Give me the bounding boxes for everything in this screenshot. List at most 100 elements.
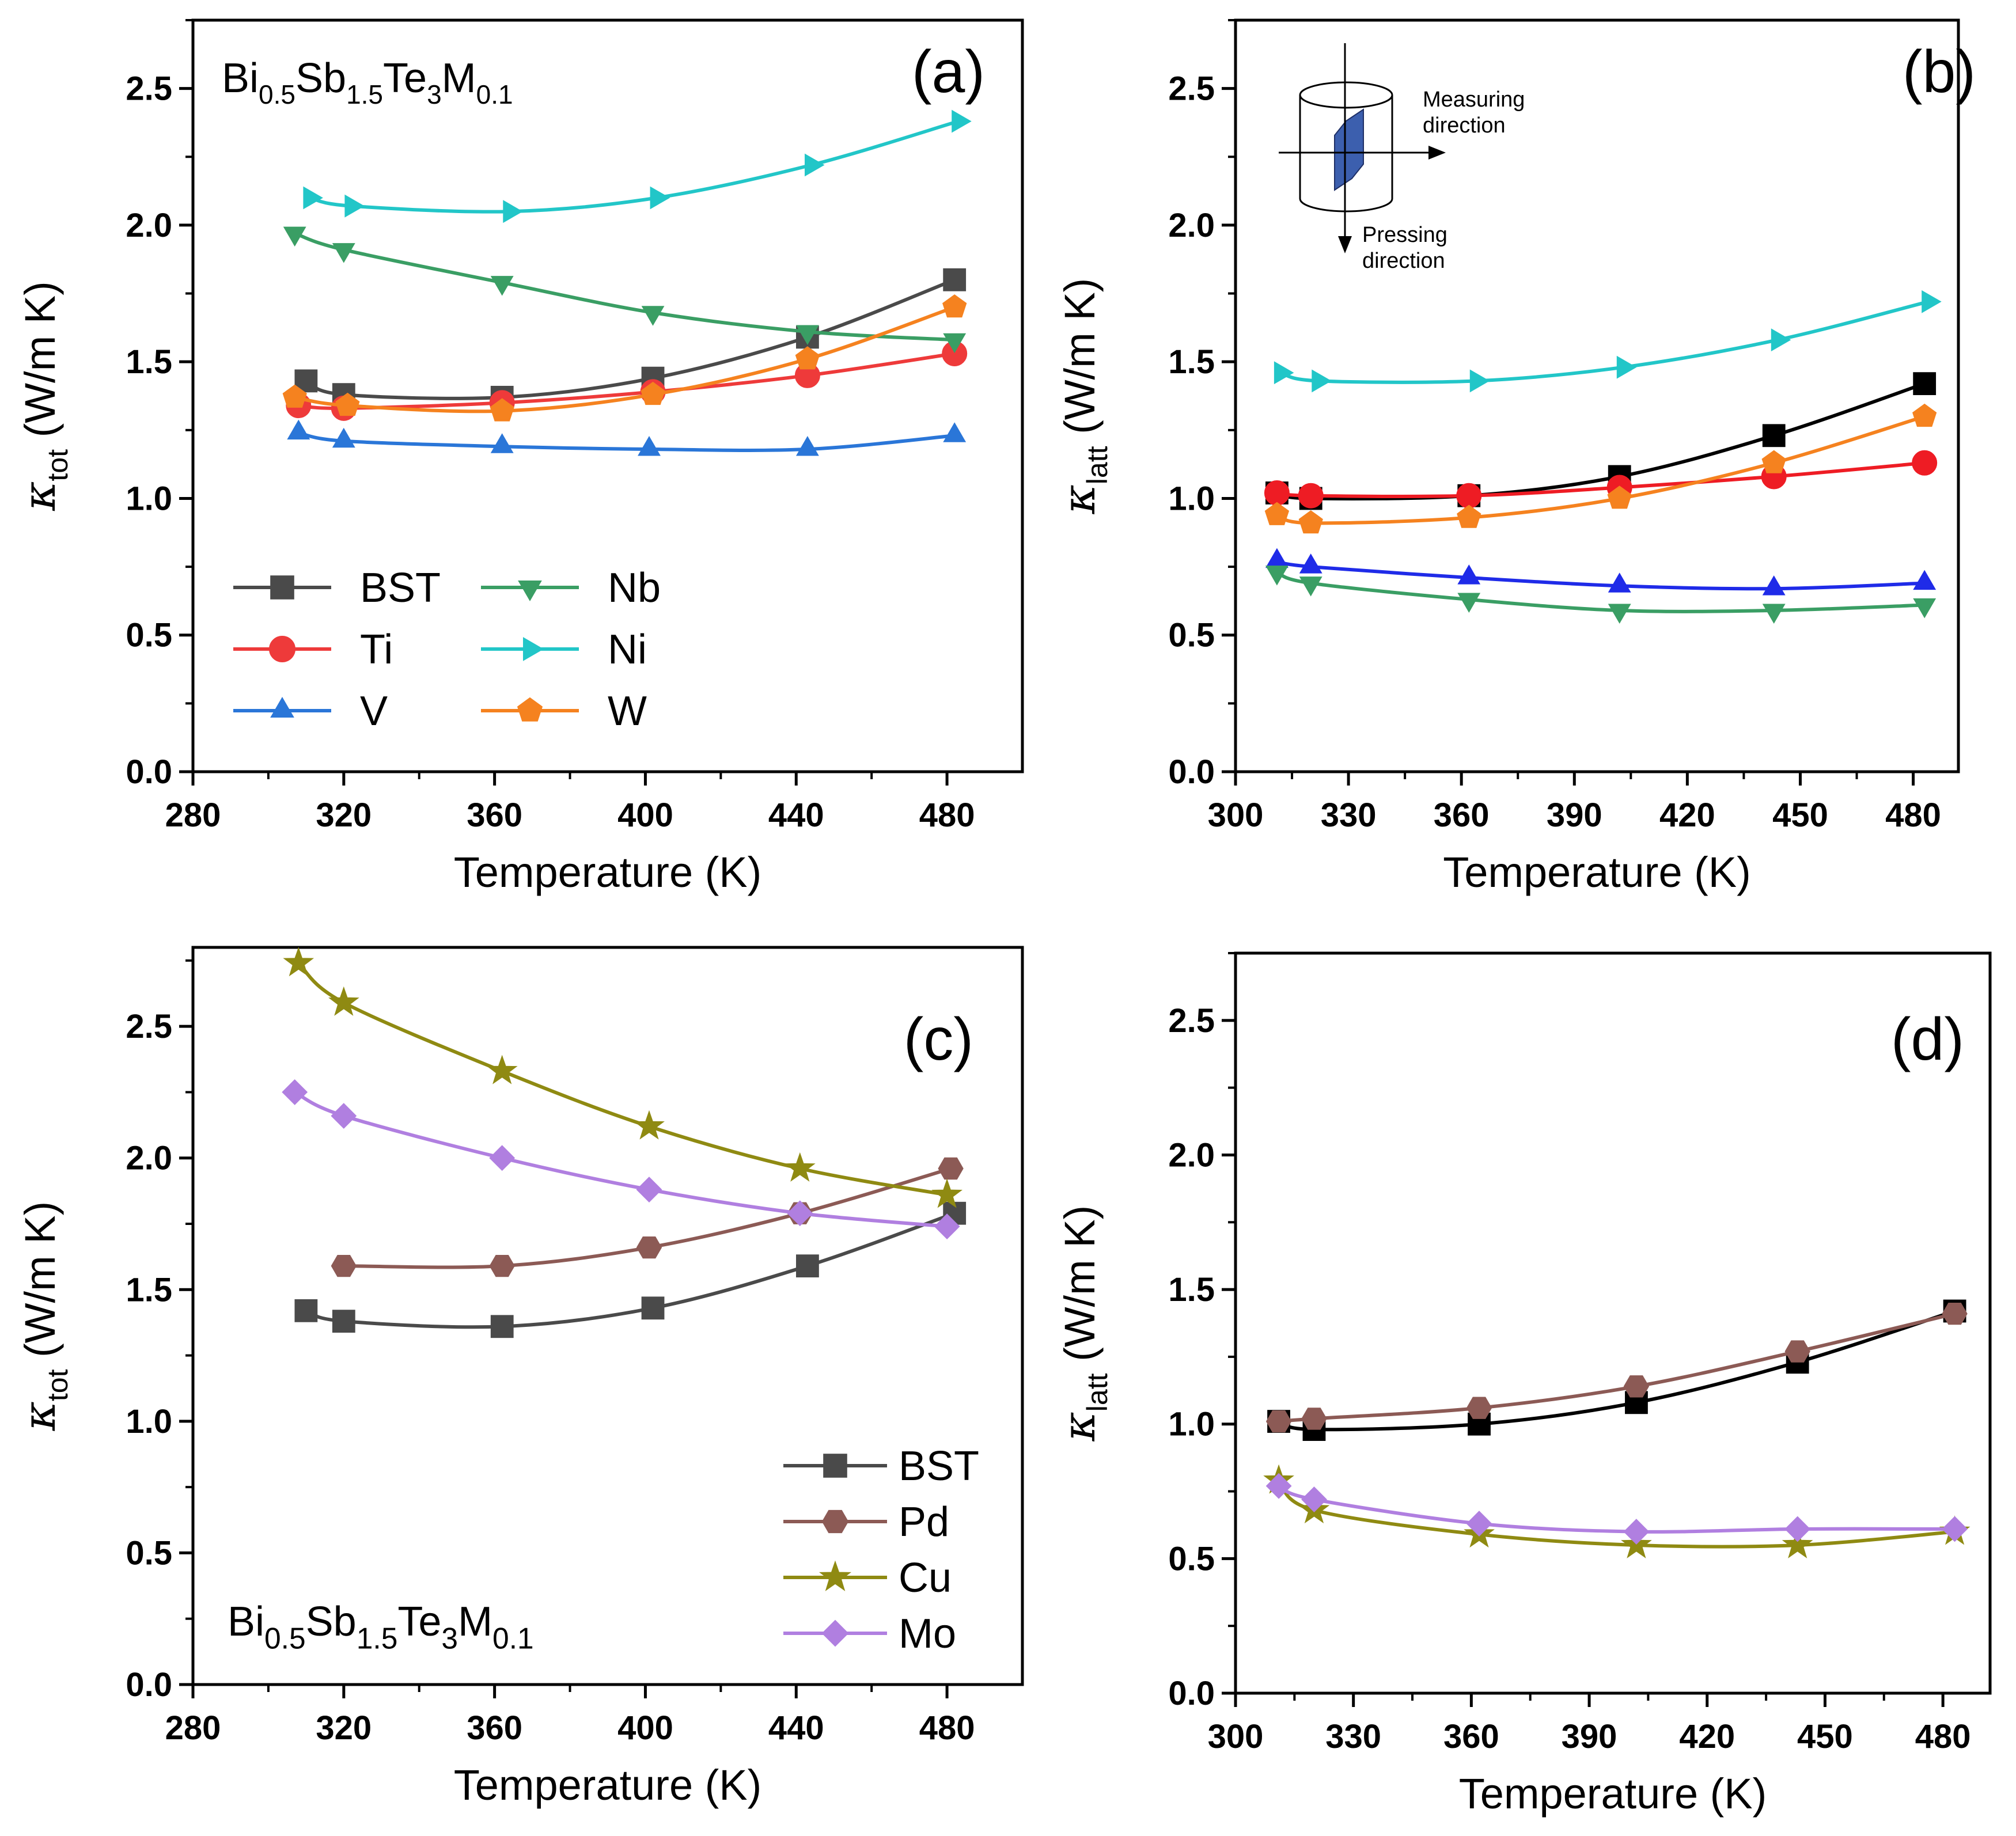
x-tick-label: 360 [1434,796,1490,834]
data-point [1456,483,1482,509]
data-point [650,186,670,210]
series-line [1276,415,1926,525]
legend-label: BST [899,1443,979,1489]
x-tick-label: 390 [1562,1718,1617,1755]
data-point [1942,1303,1968,1325]
data-point [796,1254,819,1278]
data-point [1942,1516,1968,1542]
y-tick-label: 2.0 [126,207,172,244]
series-mo [282,1079,960,1240]
legend-label: V [360,688,388,734]
data-point [1265,1473,1292,1499]
y-tick-label: 1.5 [126,343,172,381]
x-tick-label: 480 [1885,796,1941,834]
series-line [1278,1484,1955,1534]
y-tick-label: 2.5 [1168,1002,1215,1040]
y-tick-label: 1.0 [126,480,172,517]
data-point [636,1236,662,1259]
data-point [1274,361,1294,385]
data-point [641,1296,665,1320]
data-point [1771,328,1791,352]
y-tick-label: 2.0 [1168,1136,1215,1174]
data-point [1607,485,1632,509]
legend-entry-w: W [481,688,647,734]
series-line [294,232,955,342]
y-tick-label: 1.5 [126,1271,172,1308]
series-v [1265,548,1937,595]
data-point [1912,450,1938,476]
data-point [1761,450,1786,473]
data-point [943,333,967,354]
x-tick-label: 280 [165,796,221,834]
series-nb [1265,566,1937,624]
legend-label: Mo [899,1611,956,1657]
data-point [489,1255,515,1277]
x-tick-label: 320 [316,1709,372,1747]
data-point [503,200,523,223]
data-point [942,294,967,318]
data-point [331,1255,357,1277]
legend-marker [269,636,295,662]
legend-entry-v: V [233,688,388,734]
series-line [1277,1479,1955,1549]
data-point [641,381,665,405]
series-ni [1274,290,1942,393]
data-point [331,1103,357,1129]
series-line [1278,1312,1956,1424]
pressing-label-line2: direction [1362,249,1445,273]
legend-label: Pd [899,1499,949,1545]
panel-label: (d) [1891,1006,1964,1073]
x-tick-label: 360 [1443,1718,1499,1755]
y-tick-label: 1.5 [1168,343,1215,381]
plot-frame [1234,18,1960,773]
y-axis-title: κlatt (W/m K) [1054,1205,1113,1442]
y-tick-label: 2.0 [1168,207,1215,244]
data-point [490,398,514,422]
data-point [1623,1375,1650,1398]
series-line [305,278,956,400]
x-tick-label: 480 [1915,1718,1971,1755]
data-point [1466,1397,1492,1419]
x-tick-label: 360 [467,1709,522,1747]
legend-marker [270,697,294,718]
data-point [1265,548,1289,568]
series-line [305,1211,956,1329]
series-line [1280,299,1929,384]
y-tick-label: 0.0 [126,1666,172,1704]
legend-entry-pd: Pd [783,1499,949,1545]
panel-d: 300 330 360 390 420 450 480 0.0 0.5 1.0 1.5 2.0 2.5 T… [1054,951,1992,1818]
series-line [1276,559,1925,591]
y-tick-label: 2.5 [1168,70,1215,108]
series-ni [303,109,972,223]
panel-label: (c) [904,1006,973,1073]
data-point [1912,403,1937,427]
data-point [489,1145,516,1171]
data-point [490,1315,514,1338]
data-point [641,306,665,326]
x-tick-label: 480 [919,1709,975,1747]
series-bst [1267,1299,1966,1441]
legend-entry-bst: BST [233,565,441,611]
data-point [1264,502,1290,525]
panel-label: (a) [912,39,985,105]
data-point [795,325,819,345]
x-tick-label: 450 [1797,1718,1853,1755]
data-point [303,186,323,210]
pressing-label-line1: Pressing [1362,223,1447,247]
x-tick-label: 450 [1772,796,1828,834]
data-point [282,1079,308,1105]
series-cu [283,947,963,1208]
legend-marker [518,581,542,601]
data-point [1299,553,1322,574]
x-tick-label: 300 [1208,1718,1264,1755]
series-nb [283,226,967,354]
data-point [1913,598,1937,619]
data-point [1784,1340,1810,1363]
x-tick-label: 320 [316,796,372,834]
data-point [943,268,967,291]
y-axis-title: κtot (W/m K) [14,1201,74,1432]
data-point [636,1177,662,1203]
data-point [938,1157,964,1180]
data-point [638,436,661,456]
y-tick-label: 0.5 [1168,1540,1215,1577]
